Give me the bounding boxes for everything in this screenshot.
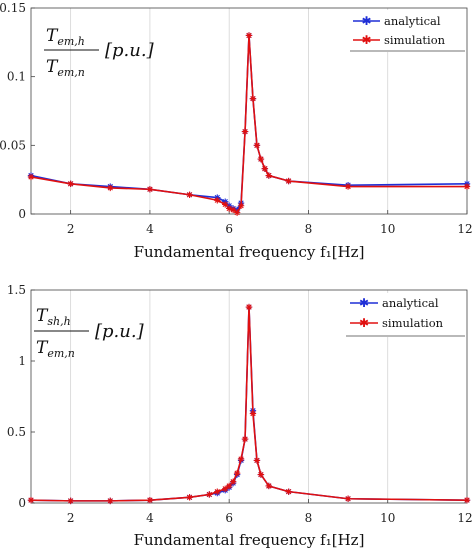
top-series-analytical-line [30,34,468,211]
bottom-series-simulation-point [146,496,154,504]
top-series-simulation-point [285,177,292,185]
top-ytick-label: 0.1 [7,70,26,84]
bottom-ticks: 2 4 6 8 10 12 0 0.5 1 1.5 [7,283,473,525]
bottom-ytick-label: 1.5 [7,283,26,297]
top-series-simulation-point [222,201,229,208]
bottom-series-simulation-point [67,497,74,505]
chart-bottom: 2 4 6 8 10 12 0 0.5 1 1.5 Tsh,h Tem,n [p.u.] ✱ an… [7,283,473,549]
bottom-legend-simulation-marker: ✱ [359,316,369,330]
top-ylabel: Tem,h Tem,n [p.u.] [44,26,155,79]
top-series-simulation-point [214,197,221,204]
bottom-ytick-label: 0.5 [7,425,26,439]
top-series-simulation-point [463,183,471,190]
top-series-simulation-point [107,184,114,192]
top-series-simulation-point [67,180,74,187]
top-series-simulation-point [241,128,249,135]
bottom-series-simulation-point [107,497,114,505]
top-legend: ✱ analytical ✱ simulation [350,10,465,52]
top-xtick-label: 2 [67,222,75,236]
top-xtick-label: 6 [225,222,233,236]
bottom-series-simulation-point [186,494,193,501]
bottom-xtick-label: 10 [380,511,395,525]
bottom-series-simulation-point [241,435,249,443]
bottom-xtick-label: 8 [305,511,313,525]
bottom-xlabel: Fundamental frequency f₁[Hz] [134,531,365,549]
top-series-simulation-point [146,186,154,193]
top-series-simulation-point [237,202,245,209]
top-series [27,32,471,216]
bottom-series-simulation-point [245,303,253,311]
bottom-xtick-label: 6 [225,511,233,525]
bottom-ylabel-denominator: Tem,n [36,338,75,360]
top-series-simulation-point [249,95,257,102]
top-xtick-label: 8 [305,222,313,236]
bottom-series-simulation-point [344,495,352,502]
bottom-legend-box [346,293,465,337]
bottom-series-simulation-point [463,496,471,504]
bottom-series-simulation-point [206,491,213,498]
bottom-ylabel-unit: [p.u.] [95,321,145,342]
top-xtick-label: 12 [457,222,472,236]
top-series-simulation-point [225,205,233,212]
bottom-series-simulation-point [285,488,292,495]
top-ylabel-unit: [p.u.] [105,40,155,61]
bottom-xtick-label: 2 [67,511,75,525]
top-series-simulation-point [229,206,237,214]
bottom-series-simulation-point [225,482,233,490]
bottom-series-simulation-point [27,496,35,504]
top-legend-box [350,10,465,52]
top-xtick-label: 10 [380,222,395,236]
bottom-series-simulation-point [222,485,229,492]
top-series-simulation-point [257,155,265,163]
bottom-ylabel-numerator: Tsh,h [36,306,71,328]
top-ylabel-denominator: Tem,n [46,57,85,79]
top-xlabel: Fundamental frequency f₁[Hz] [134,243,365,261]
bottom-series-simulation-point [257,471,265,478]
top-series-simulation-point [233,209,241,216]
top-series-simulation-line [30,34,467,214]
bottom-series-simulation-point [237,455,245,463]
top-legend-analytical-marker: ✱ [361,14,371,28]
bottom-series-simulation-point [229,478,237,485]
bottom-series [27,303,471,505]
top-plot-frame [30,7,468,215]
bottom-ytick-label: 1 [18,354,26,368]
bottom-series-simulation-point [253,457,261,464]
bottom-ytick-label: 0 [18,496,26,510]
bottom-series-simulation-point [265,482,273,490]
top-legend-simulation-marker: ✱ [361,33,371,47]
bottom-xtick-label: 4 [146,511,154,525]
top-legend-simulation-label: simulation [384,33,446,47]
top-series-simulation-point [27,173,35,181]
top-series-simulation-point [253,142,261,149]
bottom-series-simulation-point [214,488,221,495]
bottom-legend-analytical-label: analytical [382,296,439,310]
bottom-plot-frame [30,289,468,504]
top-series-simulation-point [344,183,352,190]
top-grid [70,8,389,214]
bottom-xtick-label: 12 [457,511,472,525]
top-ytick-label: 0.15 [0,1,26,15]
top-series-simulation-point [245,32,253,39]
top-ytick-label: 0.05 [0,138,26,152]
bottom-series-simulation-point [249,410,257,417]
bottom-legend: ✱ analytical ✱ simulation [346,293,465,337]
bottom-legend-simulation-label: simulation [382,316,444,330]
top-xtick-label: 4 [146,222,154,236]
top-legend-analytical-label: analytical [384,14,441,28]
top-series-simulation-point [261,165,269,172]
top-series-simulation-point [265,172,273,179]
top-ytick-label: 0 [18,207,26,221]
top-ylabel-numerator: Tem,h [46,26,85,48]
bottom-series-simulation-point [233,469,241,477]
bottom-ylabel: Tsh,h Tem,n [p.u.] [34,306,145,360]
top-ticks: 2 4 6 8 10 12 0 0.05 0.1 0.15 [0,1,473,236]
top-series-simulation-point [186,191,193,198]
bottom-grid [70,290,389,503]
bottom-legend-analytical-marker: ✱ [359,296,369,310]
